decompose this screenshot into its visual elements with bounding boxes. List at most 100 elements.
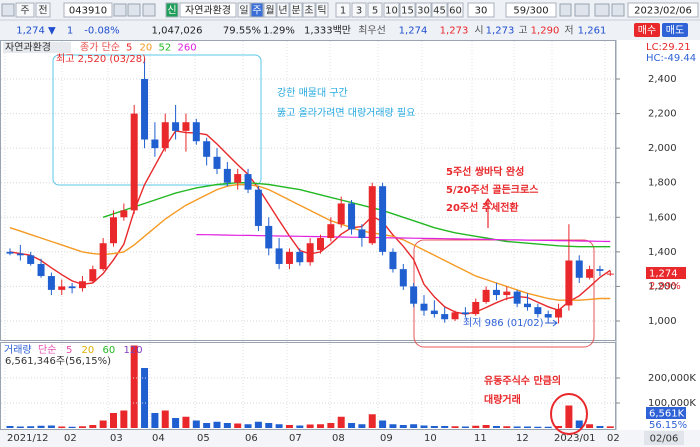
toolbar-label[interactable]: 10 (385, 6, 398, 17)
toolbar-icon[interactable] (127, 3, 141, 17)
toolbar-button[interactable] (276, 2, 290, 18)
order-label[interactable]: 매수 (638, 25, 656, 37)
toolbar-icon[interactable] (142, 3, 156, 17)
y-tick-label: 1,800 (648, 178, 677, 189)
x-tick-label: 06 (245, 433, 258, 444)
toolbar-label[interactable]: 1 (340, 6, 346, 17)
toolbar-button[interactable] (431, 2, 448, 18)
candle-body (441, 314, 449, 320)
candle-body (265, 225, 273, 249)
toolbar-button[interactable] (289, 2, 303, 18)
toolbar-button[interactable] (179, 2, 237, 18)
x-tick-label: 07 (289, 433, 302, 444)
toolbar-button[interactable] (351, 2, 367, 18)
toolbar-label[interactable]: 분 (291, 5, 300, 17)
toolbar-button[interactable] (315, 2, 329, 18)
toolbar-icon[interactable] (113, 3, 127, 17)
volume-legend-title: 단순 (38, 344, 56, 356)
candle-body (513, 291, 521, 304)
candle-body (492, 289, 500, 296)
toolbar-button[interactable] (367, 2, 383, 18)
toolbar-button[interactable] (165, 2, 179, 18)
candle-body (37, 263, 45, 277)
hc-label: HC:-49.44 (646, 53, 696, 64)
candle-body (172, 122, 180, 131)
toolbar-label[interactable]: 일 (239, 5, 248, 17)
toolbar-label[interactable]: 2023/02/06 (634, 6, 692, 17)
annotation: 20주선 추세전환 (446, 201, 519, 214)
toolbar-label[interactable]: 월 (265, 5, 274, 17)
volume-bar (524, 426, 531, 428)
toolbar-label[interactable]: 30 (475, 6, 488, 17)
toolbar-label[interactable]: 59/300 (513, 6, 548, 17)
candle-body (368, 186, 376, 244)
volume-bar (472, 425, 480, 428)
toolbar-button[interactable] (399, 2, 416, 18)
toolbar-button[interactable] (263, 2, 277, 18)
volume-bar (213, 421, 221, 428)
toolbar-icon[interactable] (574, 3, 590, 17)
toolbar-label[interactable]: 60 (449, 6, 462, 17)
toolbar-button[interactable] (447, 2, 464, 18)
toolbar-label[interactable]: 틱 (317, 5, 326, 17)
toolbar-button[interactable] (415, 2, 432, 18)
annotation: 5/20주선 골든크로스 (446, 183, 538, 196)
volume-bar (544, 426, 552, 428)
toolbar-icon[interactable] (594, 3, 610, 17)
toolbar-button[interactable] (627, 2, 699, 18)
toolbar-button[interactable] (63, 2, 113, 18)
candle-body (275, 248, 283, 264)
toolbar-icon[interactable] (611, 3, 625, 17)
volume-bar (368, 414, 376, 428)
candle-body (524, 303, 531, 308)
toolbar-icon[interactable] (559, 3, 572, 17)
candle-body (389, 251, 397, 270)
toolbar-label[interactable]: 5 (372, 6, 378, 17)
candle-body (296, 251, 304, 263)
toolbar-label[interactable]: 자연과환경 (185, 4, 231, 17)
order-button[interactable] (634, 23, 660, 37)
volume-bar (130, 345, 138, 428)
toolbar-button[interactable] (35, 2, 51, 18)
candle-body (420, 303, 428, 311)
toolbar-label[interactable]: 초 (304, 5, 313, 17)
legend-item: 120 (124, 345, 143, 356)
toolbar-label[interactable]: 30 (417, 6, 430, 17)
toolbar-label[interactable]: 주 (252, 6, 261, 17)
order-label[interactable]: 매도 (666, 25, 684, 37)
candle-body (317, 238, 324, 251)
toolbar-label[interactable]: 15 (401, 6, 414, 17)
toolbar-button[interactable] (505, 2, 557, 18)
x-tick-label: 08 (332, 433, 345, 444)
toolbar-button[interactable] (302, 2, 316, 18)
toolbar-label[interactable]: 주 (20, 6, 29, 17)
volume-bar (58, 426, 66, 428)
candle-body (379, 186, 387, 252)
volume-bar (399, 425, 407, 428)
candle-body (472, 301, 480, 315)
toolbar-button[interactable] (237, 2, 251, 18)
volume-ratio-label: 56.15% (649, 420, 687, 431)
toolbar-button[interactable] (467, 2, 495, 18)
order-button[interactable] (662, 23, 688, 37)
y-tick-label: 1,000 (648, 316, 677, 327)
toolbar-button[interactable] (383, 2, 400, 18)
toolbar-button[interactable] (250, 2, 264, 18)
toolbar-label[interactable]: 043910 (69, 6, 107, 17)
toolbar-label[interactable]: 3 (356, 6, 362, 17)
toolbar-button[interactable] (15, 2, 35, 18)
toolbar-label[interactable]: 전 (38, 5, 47, 17)
volume-bar (565, 405, 573, 428)
x-tick-label: 05 (197, 433, 210, 444)
volume-bar (275, 424, 283, 428)
toolbar-button[interactable] (335, 2, 351, 18)
candle-body (213, 156, 221, 169)
toolbar-label[interactable]: 45 (433, 6, 446, 17)
toolbar-label[interactable]: 년 (278, 5, 287, 17)
toolbar-icon[interactable] (1, 3, 15, 17)
resistance-box (52, 54, 262, 186)
quote-value: 1.29% (263, 26, 295, 37)
toolbar-label[interactable]: 신 (167, 5, 176, 17)
x-tick-label: 12 (516, 433, 529, 444)
